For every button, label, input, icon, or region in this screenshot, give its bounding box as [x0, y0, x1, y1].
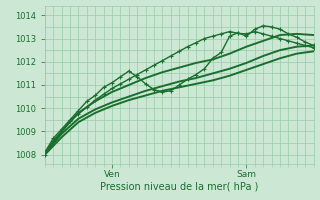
- X-axis label: Pression niveau de la mer( hPa ): Pression niveau de la mer( hPa ): [100, 181, 258, 191]
